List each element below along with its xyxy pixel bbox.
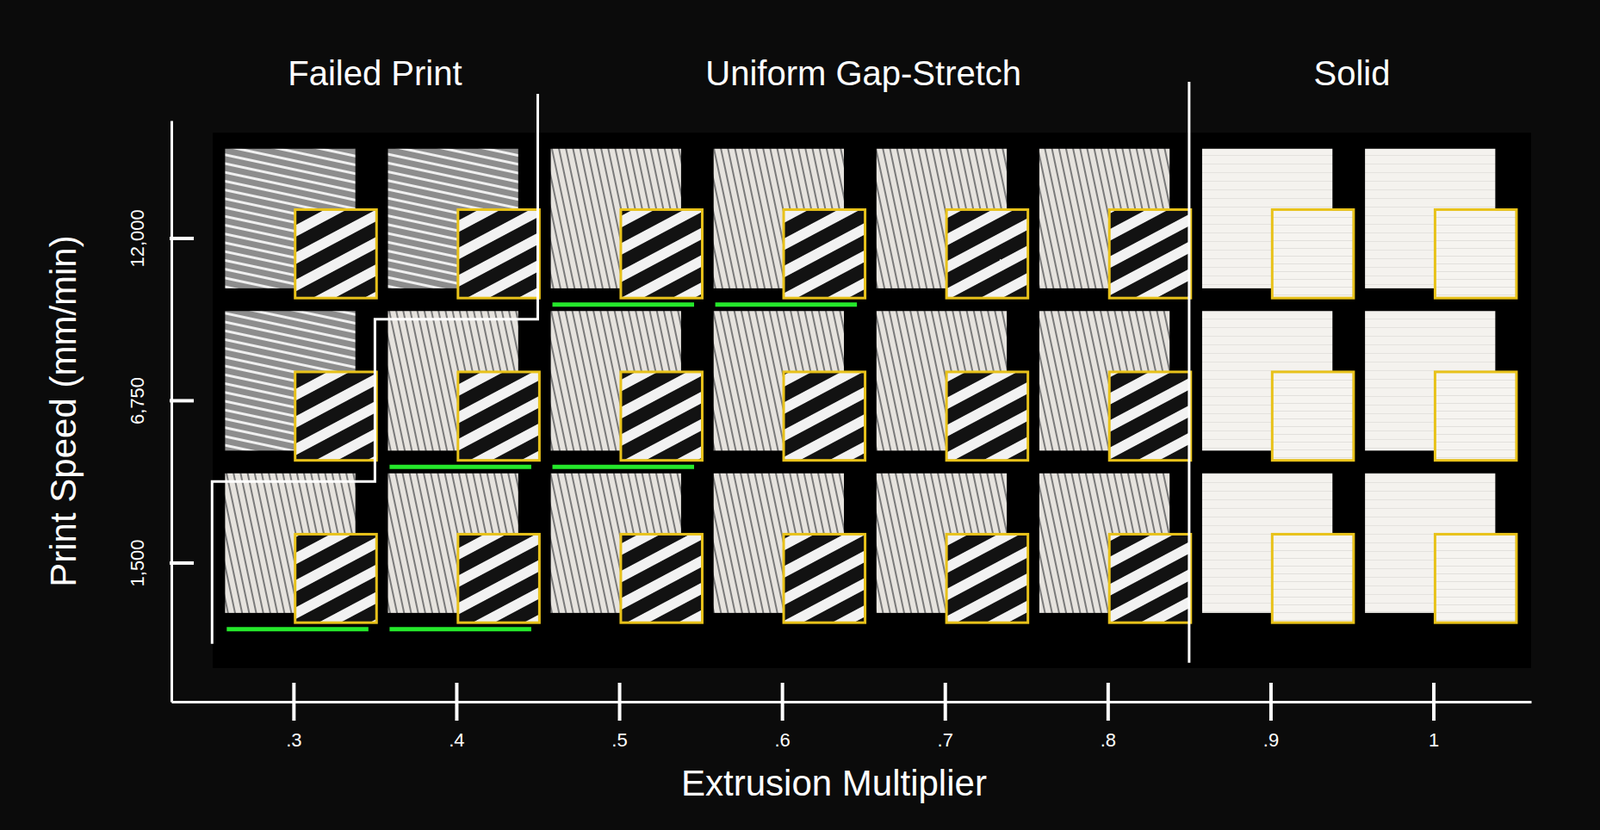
zoom-inset <box>620 533 703 623</box>
zoom-inset <box>946 372 1029 461</box>
highlight-underline <box>715 302 858 307</box>
tick-label: 1,500 <box>126 539 149 587</box>
panel <box>212 132 1532 669</box>
tick-mark <box>781 682 785 721</box>
sample-group <box>1202 148 1517 623</box>
tick: 12,000 <box>126 209 195 267</box>
tick-mark <box>291 682 296 721</box>
tick-label: .4 <box>448 729 465 751</box>
highlight-underline <box>389 465 532 470</box>
tick-mark <box>943 682 948 721</box>
sample-group <box>224 148 1191 630</box>
tick-mark <box>454 682 459 721</box>
sample-group <box>224 148 540 461</box>
tick-mark <box>169 561 194 565</box>
plot-area <box>224 148 1517 630</box>
zoom-inset <box>295 533 378 623</box>
tick-label: .5 <box>611 729 627 751</box>
highlight-underline <box>551 302 695 307</box>
tick-mark <box>1106 682 1111 721</box>
region-label: Uniform Gap-Stretch <box>705 54 1022 93</box>
zoom-inset <box>783 372 866 461</box>
tick: .5 <box>611 682 627 751</box>
tick: 1 <box>1428 682 1439 751</box>
y-axis: 1,500 6,750 12,000 <box>126 121 195 703</box>
zoom-inset <box>458 372 540 461</box>
tick: .9 <box>1263 682 1279 751</box>
tick-mark <box>169 236 194 241</box>
zoom-inset <box>620 209 703 298</box>
zoom-inset <box>946 209 1029 298</box>
highlight-underline <box>551 465 695 470</box>
highlight-underline <box>226 626 369 632</box>
zoom-inset <box>458 533 540 623</box>
tick: .6 <box>774 682 790 751</box>
tick-mark <box>1432 682 1436 721</box>
axis-line <box>170 121 174 703</box>
tick: .3 <box>285 682 302 751</box>
zoom-inset <box>1109 209 1191 298</box>
tick-label: 12,000 <box>126 209 149 267</box>
region-boundary <box>1187 81 1191 664</box>
tick-mark <box>1269 682 1273 721</box>
zoom-inset <box>1271 209 1354 298</box>
tick-label: .6 <box>774 729 790 751</box>
x-axis-title: Extrusion Multiplier <box>681 762 987 804</box>
zoom-inset <box>1434 209 1517 298</box>
tick: 1,500 <box>126 539 195 587</box>
tick: .8 <box>1100 682 1117 751</box>
axis-line <box>172 700 1532 704</box>
zoom-inset <box>783 533 866 623</box>
tick-label: .7 <box>937 729 954 751</box>
zoom-inset <box>458 209 540 298</box>
tick: 6,750 <box>126 377 195 425</box>
zoom-inset <box>946 533 1029 623</box>
zoom-inset <box>1271 372 1354 461</box>
region-label: Failed Print <box>287 54 462 93</box>
zoom-inset <box>783 209 866 298</box>
tick-mark <box>618 682 622 721</box>
tick: .7 <box>937 682 954 751</box>
zoom-inset <box>1434 533 1517 623</box>
tick-label: .3 <box>285 729 302 751</box>
y-axis-title: Print Speed (mm/min) <box>43 235 84 587</box>
x-axis: .3 .4 .5 .6 .7 .8 .9 1 <box>172 682 1532 751</box>
tick-label: 1 <box>1428 729 1439 751</box>
region-label: Solid <box>1314 54 1391 93</box>
figure: Failed Print Uniform Gap-Stretch Solid .3 .4… <box>0 0 1600 830</box>
zoom-inset <box>620 372 703 461</box>
highlight-underline <box>389 626 532 632</box>
tick-label: .9 <box>1263 729 1279 751</box>
tick-label: .8 <box>1100 729 1117 751</box>
zoom-inset <box>1434 372 1517 461</box>
tick-mark <box>169 398 194 403</box>
zoom-inset <box>295 209 378 298</box>
zoom-inset <box>1109 372 1191 461</box>
tick-label: 6,750 <box>126 377 149 425</box>
region-boundary <box>211 93 538 645</box>
zoom-inset <box>295 372 378 461</box>
background <box>0 0 1600 830</box>
zoom-inset <box>1271 533 1354 623</box>
zoom-inset <box>1109 533 1191 623</box>
tick: .4 <box>448 682 465 751</box>
